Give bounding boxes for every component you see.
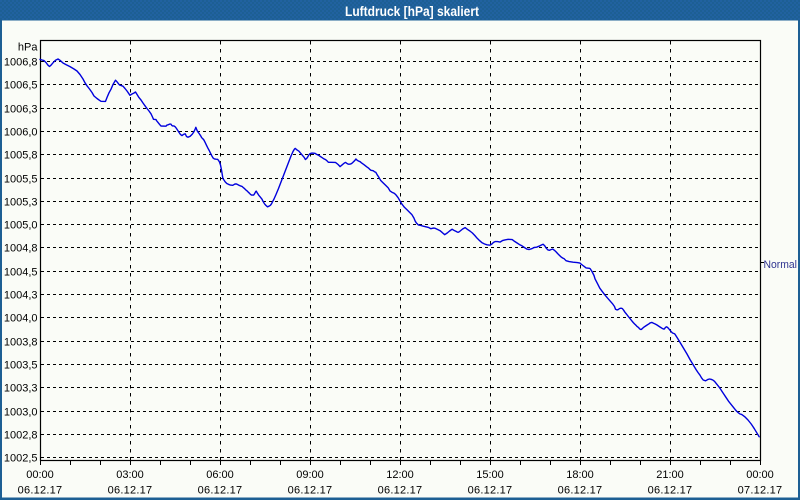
svg-text:1006,8: 1006,8 <box>4 57 38 69</box>
svg-text:Normal: Normal <box>764 259 798 271</box>
svg-text:1006,0: 1006,0 <box>4 127 38 139</box>
svg-text:1004,8: 1004,8 <box>4 243 38 255</box>
svg-text:06.12.17: 06.12.17 <box>108 485 153 497</box>
svg-text:1003,0: 1003,0 <box>4 407 38 419</box>
svg-text:06.12.17: 06.12.17 <box>18 485 63 497</box>
svg-text:1005,8: 1005,8 <box>4 150 38 162</box>
svg-text:07.12.17: 07.12.17 <box>738 485 783 497</box>
svg-text:06.12.17: 06.12.17 <box>288 485 333 497</box>
svg-text:1003,5: 1003,5 <box>4 360 38 372</box>
svg-text:21:00: 21:00 <box>656 469 684 481</box>
svg-text:18:00: 18:00 <box>566 469 594 481</box>
svg-text:00:00: 00:00 <box>746 469 774 481</box>
svg-text:03:00: 03:00 <box>116 469 144 481</box>
svg-text:1002,8: 1002,8 <box>4 430 38 442</box>
svg-text:1003,8: 1003,8 <box>4 337 38 349</box>
svg-text:00:00: 00:00 <box>26 469 54 481</box>
svg-text:06.12.17: 06.12.17 <box>468 485 513 497</box>
svg-text:Luftdruck [hPa] skaliert: Luftdruck [hPa] skaliert <box>345 4 479 19</box>
svg-text:06.12.17: 06.12.17 <box>378 485 423 497</box>
svg-text:hPa: hPa <box>18 42 38 54</box>
svg-text:12:00: 12:00 <box>386 469 414 481</box>
svg-text:06.12.17: 06.12.17 <box>648 485 693 497</box>
svg-text:1005,3: 1005,3 <box>4 197 38 209</box>
svg-text:1005,5: 1005,5 <box>4 174 38 186</box>
svg-text:15:00: 15:00 <box>476 469 504 481</box>
svg-text:1005,0: 1005,0 <box>4 220 38 232</box>
svg-text:1004,0: 1004,0 <box>4 313 38 325</box>
svg-text:1006,5: 1006,5 <box>4 80 38 92</box>
svg-text:1003,3: 1003,3 <box>4 383 38 395</box>
svg-text:1002,5: 1002,5 <box>4 453 38 465</box>
svg-text:06.12.17: 06.12.17 <box>558 485 603 497</box>
svg-text:1004,3: 1004,3 <box>4 290 38 302</box>
svg-text:1006,3: 1006,3 <box>4 104 38 116</box>
svg-text:06:00: 06:00 <box>206 469 234 481</box>
svg-text:09:00: 09:00 <box>296 469 324 481</box>
svg-text:1004,5: 1004,5 <box>4 267 38 279</box>
svg-text:06.12.17: 06.12.17 <box>198 485 243 497</box>
